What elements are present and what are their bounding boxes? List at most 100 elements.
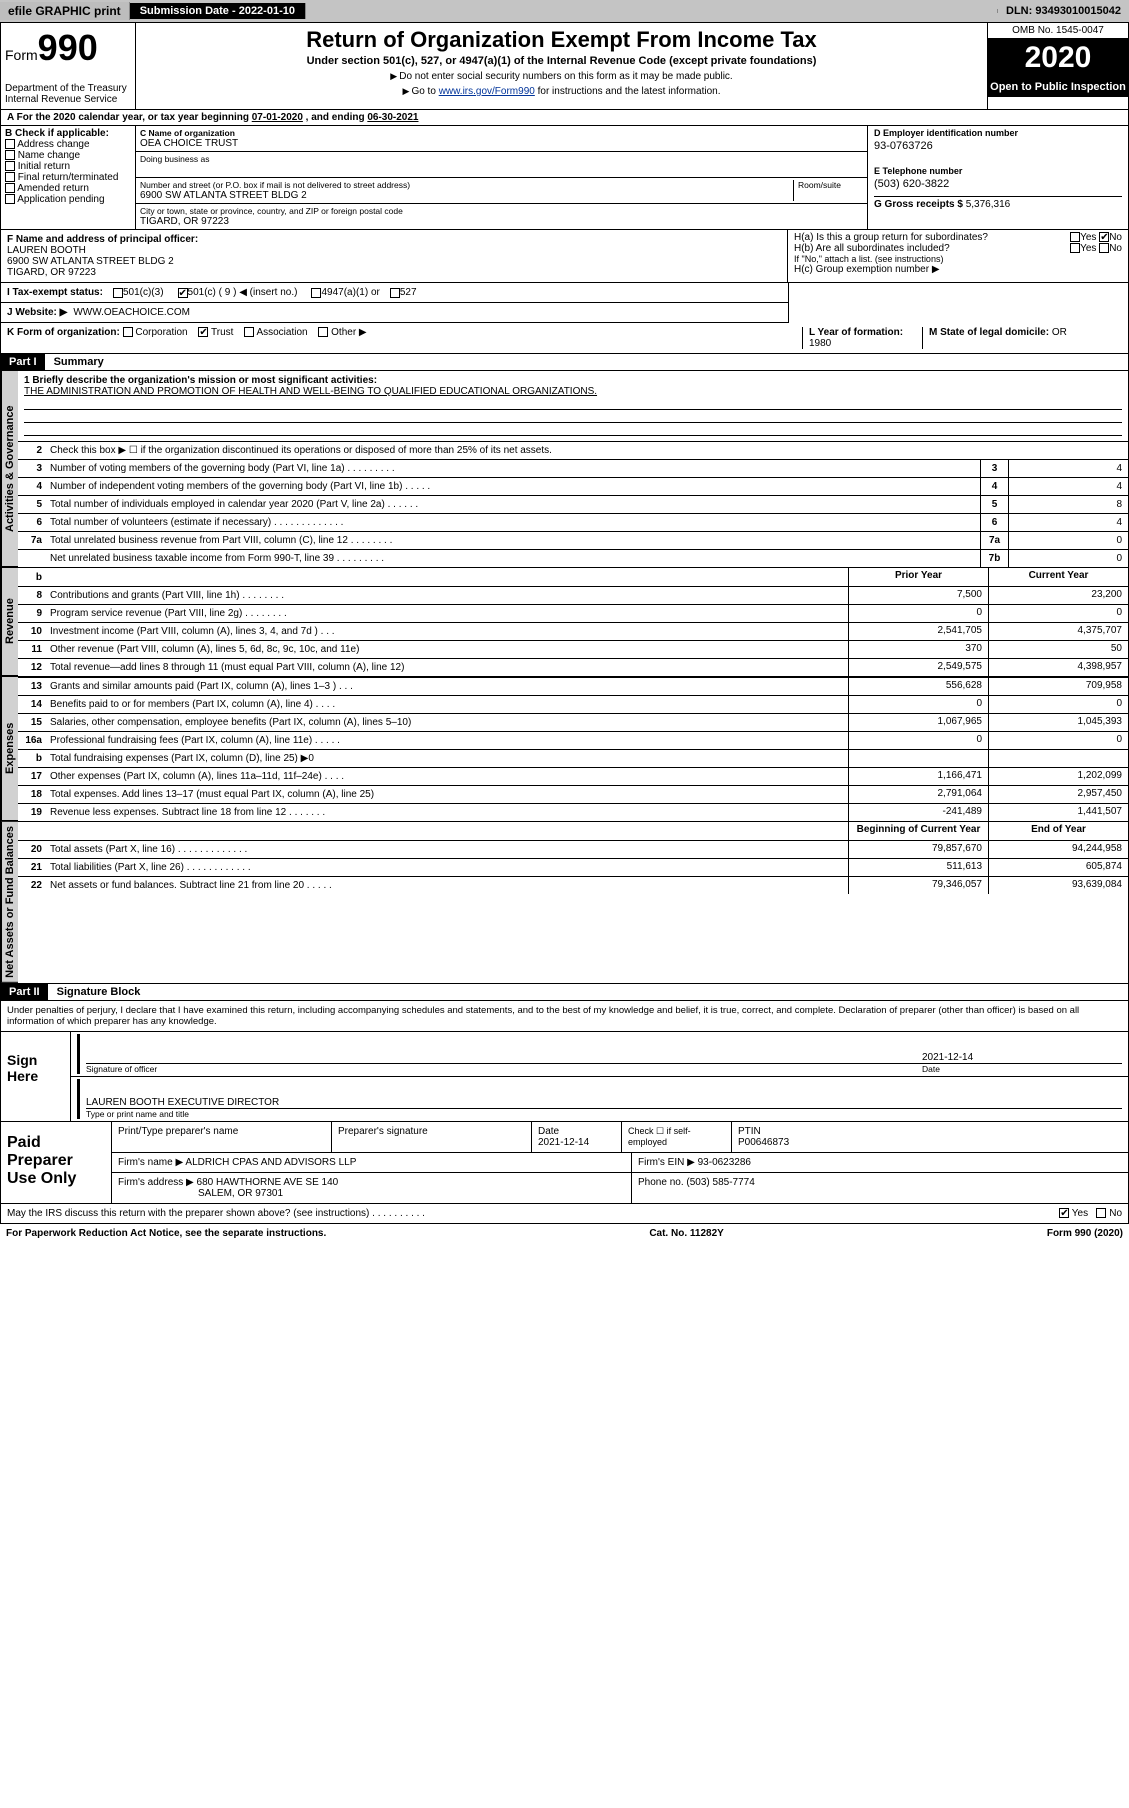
period-prefix: A For the 2020 calendar year, or tax yea…: [7, 112, 252, 123]
part1-header-row: Part I Summary: [1, 354, 1128, 371]
cb-4947[interactable]: [311, 288, 321, 298]
cb-other[interactable]: [318, 327, 328, 337]
discuss-row: May the IRS discuss this return with the…: [1, 1203, 1128, 1223]
expenses-grid: Expenses 13Grants and similar amounts pa…: [1, 677, 1128, 822]
box-f: F Name and address of principal officer:…: [1, 230, 788, 282]
addr-label: Number and street (or P.O. box if mail i…: [140, 180, 793, 190]
officer-label: F Name and address of principal officer:: [7, 234, 781, 245]
firm-phone-label: Phone no.: [638, 1177, 684, 1188]
cb-initial-return[interactable]: Initial return: [5, 161, 131, 172]
domicile-label: M State of legal domicile:: [929, 327, 1049, 338]
box-i: I Tax-exempt status: 501(c)(3) 501(c) ( …: [1, 283, 788, 302]
section-f-h: F Name and address of principal officer:…: [1, 230, 1128, 282]
gov-line: 2Check this box ▶ ☐ if the organization …: [18, 441, 1128, 459]
tax-year: 2020: [988, 39, 1128, 77]
data-line: 13Grants and similar amounts paid (Part …: [18, 677, 1128, 695]
paperwork-notice: For Paperwork Reduction Act Notice, see …: [6, 1228, 326, 1239]
part2-header-row: Part II Signature Block: [1, 984, 1128, 1000]
org-city: TIGARD, OR 97223: [140, 216, 863, 227]
sig-date: 2021-12-14: [922, 1052, 1122, 1063]
mission-block: 1 Briefly describe the organization's mi…: [18, 371, 1128, 441]
box-b: B Check if applicable: Address change Na…: [1, 126, 136, 229]
submission-date-button[interactable]: Submission Date - 2022-01-10: [130, 3, 306, 19]
data-line: 17Other expenses (Part IX, column (A), l…: [18, 767, 1128, 785]
period-end: 06-30-2021: [367, 112, 418, 123]
efile-label[interactable]: efile GRAPHIC print: [0, 2, 130, 20]
preparer-sig-hdr: Preparer's signature: [332, 1122, 532, 1152]
box-b-label: B Check if applicable:: [5, 128, 131, 139]
cb-discuss-yes[interactable]: [1059, 1208, 1069, 1218]
gross-receipts-label: G Gross receipts $: [874, 199, 963, 210]
vtab-net-assets: Net Assets or Fund Balances: [1, 822, 18, 983]
officer-city: TIGARD, OR 97223: [7, 267, 781, 278]
cb-501c3[interactable]: [113, 288, 123, 298]
form-subtitle-3: Go to www.irs.gov/Form990 for instructio…: [142, 86, 981, 97]
sig-date-label: Date: [922, 1063, 1122, 1074]
firm-phone: (503) 585-7774: [686, 1177, 754, 1188]
irs-link[interactable]: www.irs.gov/Form990: [439, 86, 535, 97]
dba-label: Doing business as: [140, 154, 863, 164]
form-prefix: Form: [5, 47, 38, 63]
cb-trust[interactable]: [198, 327, 208, 337]
data-line: 20Total assets (Part X, line 16) . . . .…: [18, 840, 1128, 858]
header-left: Form990 Department of the Treasury Inter…: [1, 23, 136, 109]
sig-officer-label: Signature of officer: [86, 1063, 922, 1074]
part2-badge: Part II: [1, 984, 48, 1000]
domicile: OR: [1052, 327, 1067, 338]
year-formation-label: L Year of formation:: [809, 327, 903, 338]
data-line: 12Total revenue—add lines 8 through 11 (…: [18, 658, 1128, 676]
website-value: WWW.OEACHOICE.COM: [73, 307, 190, 318]
data-line: 15Salaries, other compensation, employee…: [18, 713, 1128, 731]
part2-title: Signature Block: [51, 984, 147, 1000]
gov-line: 7aTotal unrelated business revenue from …: [18, 531, 1128, 549]
revenue-grid: Revenue b Prior Year Current Year 8Contr…: [1, 568, 1128, 677]
net-header: Beginning of Current Year End of Year: [18, 822, 1128, 840]
form-footer: Form 990 (2020): [1047, 1228, 1123, 1239]
cb-address-change[interactable]: Address change: [5, 139, 131, 150]
dept-treasury: Department of the Treasury: [5, 83, 131, 94]
dln-label: DLN: 93493010015042: [998, 3, 1129, 19]
mission-label: 1 Briefly describe the organization's mi…: [24, 375, 1122, 386]
gov-line: 6Total number of volunteers (estimate if…: [18, 513, 1128, 531]
firm-addr-label: Firm's address ▶: [118, 1177, 194, 1188]
data-line: 18Total expenses. Add lines 13–17 (must …: [18, 785, 1128, 803]
sign-here-label: Sign Here: [1, 1032, 71, 1121]
data-line: 14Benefits paid to or for members (Part …: [18, 695, 1128, 713]
cb-discuss-no[interactable]: [1096, 1208, 1106, 1218]
cat-number: Cat. No. 11282Y: [649, 1228, 723, 1239]
cb-amended-return[interactable]: Amended return: [5, 183, 131, 194]
box-k-l-m: K Form of organization: Corporation Trus…: [1, 323, 1128, 354]
firm-ein: 93-0623286: [698, 1157, 751, 1168]
omb-number: OMB No. 1545-0047: [988, 23, 1128, 39]
form-subtitle-1: Under section 501(c), 527, or 4947(a)(1)…: [142, 55, 981, 67]
cb-assoc[interactable]: [244, 327, 254, 337]
part1-badge: Part I: [1, 354, 45, 370]
prior-year-hdr: Prior Year: [848, 568, 988, 586]
form-page: Form990 Department of the Treasury Inter…: [0, 22, 1129, 1224]
data-line: 10Investment income (Part VIII, column (…: [18, 622, 1128, 640]
cb-501c-other[interactable]: [178, 288, 188, 298]
cb-527[interactable]: [390, 288, 400, 298]
printed-name-label: Type or print name and title: [86, 1108, 1122, 1119]
box-j: J Website: ▶ WWW.OEACHOICE.COM: [1, 302, 788, 323]
data-line: 8Contributions and grants (Part VIII, li…: [18, 586, 1128, 604]
rev-header: b Prior Year Current Year: [18, 568, 1128, 586]
data-line: 21Total liabilities (Part X, line 26) . …: [18, 858, 1128, 876]
cb-final-return[interactable]: Final return/terminated: [5, 172, 131, 183]
discuss-question: May the IRS discuss this return with the…: [7, 1208, 425, 1219]
section-bcde: B Check if applicable: Address change Na…: [1, 126, 1128, 230]
ein-value: 93-0763726: [874, 140, 1122, 152]
officer-name: LAUREN BOOTH: [7, 245, 781, 256]
cb-corp[interactable]: [123, 327, 133, 337]
signature-block: Sign Here Signature of officer 2021-12-1…: [1, 1031, 1128, 1121]
cb-application-pending[interactable]: Application pending: [5, 194, 131, 205]
data-line: 19Revenue less expenses. Subtract line 1…: [18, 803, 1128, 821]
vtab-expenses: Expenses: [1, 677, 18, 821]
firm-name: ALDRICH CPAS AND ADVISORS LLP: [185, 1157, 356, 1168]
cb-name-change[interactable]: Name change: [5, 150, 131, 161]
gov-line: 5Total number of individuals employed in…: [18, 495, 1128, 513]
preparer-date: 2021-12-14: [538, 1137, 589, 1148]
self-employed-check[interactable]: Check ☐ if self-employed: [622, 1122, 732, 1152]
firm-city: SALEM, OR 97301: [198, 1188, 283, 1199]
room-label: Room/suite: [793, 180, 863, 201]
